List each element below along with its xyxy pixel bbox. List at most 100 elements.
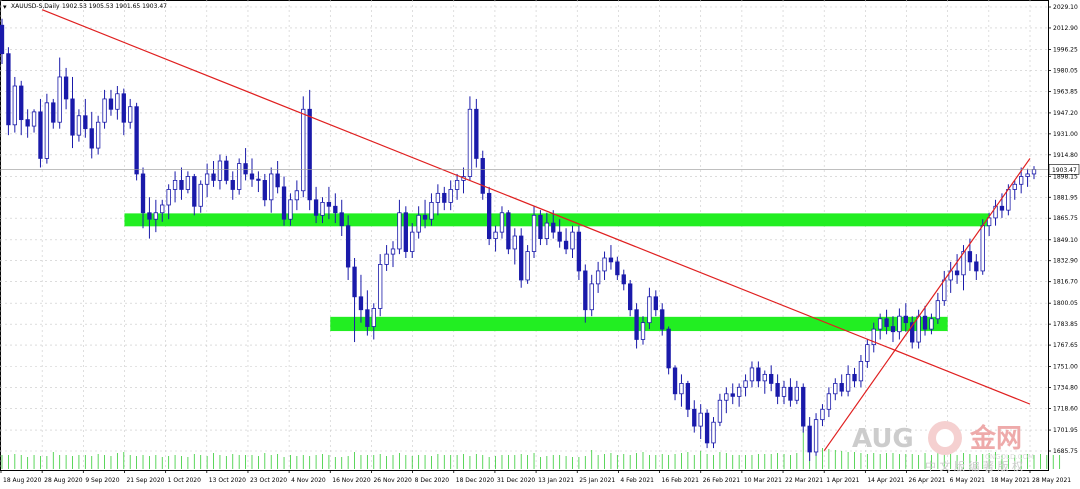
y-tick-label: 1701.95 [1053,427,1078,434]
watermark-text-left: AUG [852,424,914,454]
watermark: AUG 金网 CNGOLD.COM 中 文 版 编 著 版 权 [852,421,1034,473]
candle-body [538,214,543,240]
candle-body [237,163,242,190]
y-tick-label: 1849.10 [1053,237,1078,244]
candle-body [115,93,120,110]
candle-body [1012,183,1017,190]
y-tick-label: 1963.85 [1053,88,1078,95]
candle-body [6,53,11,126]
candle-body [961,251,966,276]
candle-body [621,274,626,285]
candle-body [794,386,799,401]
candle-body [204,173,210,185]
x-tick-label: 26 Nov 2020 [373,477,412,484]
x-tick-label: 18 Dec 2020 [456,477,495,484]
x-tick-label: 13 Jan 2021 [538,477,574,484]
candle-body [647,296,652,324]
candle-body [640,322,646,340]
candle-body [749,367,755,382]
candle-body [429,201,434,220]
watermark-brand: 金网 [969,423,1022,454]
candle-body [544,222,550,240]
candle-body [801,386,806,427]
candle-body [634,309,639,340]
watermark-logo-inner [936,429,954,447]
x-tick-label: 1 Oct 2020 [168,477,201,484]
candle-body [897,315,902,333]
candle-body [519,235,524,281]
x-tick-label: 22 Mar 2021 [785,477,823,484]
candle-body [980,225,985,272]
candle-body [70,98,75,136]
candle-body [910,322,915,343]
y-tick-label: 1947.20 [1053,110,1078,117]
x-tick-label: 25 Jan 2021 [579,477,615,484]
candle-body [660,309,665,330]
candle-body [506,212,511,250]
x-tick-label: 18 May 2021 [991,477,1030,484]
candle-body [12,85,17,126]
candle-body [666,328,671,369]
candle-body [108,98,114,110]
candle-body [102,98,107,123]
candle-body [435,192,441,203]
x-tick-label: 28 May 2021 [1032,477,1071,484]
watermark-sub: CNGOLD.COM [985,453,1034,461]
x-tick-label: 10 Mar 2021 [744,477,782,484]
candle-body [454,180,460,190]
candle-body [51,102,56,123]
candle-body [269,173,274,201]
candle-body [595,270,601,285]
x-tick-label: 1 Apr 2021 [826,477,859,484]
candle-body [128,106,133,123]
candle-body [378,264,383,309]
candle-body [365,309,370,327]
x-tick-label: 14 Apr 2021 [867,477,904,484]
candle-body [147,212,152,220]
candle-body [724,393,729,401]
candle-body [999,205,1005,211]
candle-body [531,214,537,252]
candle-body [717,399,723,423]
candle-body [474,108,479,159]
candlesticks [0,18,1037,462]
candle-body [942,279,947,302]
current-price-label: 1903.47 [1052,167,1077,174]
candle-body [25,119,30,127]
support-zone [330,316,948,332]
x-tick-label: 8 Dec 2020 [415,477,450,484]
x-tick-label: 16 Feb 2021 [662,477,700,484]
y-tick-label: 1800.05 [1053,300,1078,307]
y-tick-label: 1881.95 [1053,194,1078,201]
candle-body [525,251,530,281]
candle-body [922,315,928,330]
plot-frame [0,0,1049,471]
candle-body [31,111,37,127]
x-tick-label: 9 Sep 2020 [85,477,119,484]
candle-body [653,296,658,311]
candle-body [858,361,864,382]
candle-body [807,425,812,453]
candle-body [140,173,146,214]
y-tick-label: 1734.80 [1053,385,1078,392]
trendline-uptrend [823,158,1031,452]
x-tick-label: 31 Dec 2020 [497,477,536,484]
y-tick-label: 1718.60 [1053,406,1078,413]
candle-body [352,266,357,298]
dropdown-arrow-icon[interactable]: ▾ [3,3,7,11]
y-axis: 2029.10 2012.90 1996.25 1980.05 1963.85 1947.… [1048,4,1078,455]
candle-body [390,248,396,255]
y-tick-label: 1996.25 [1053,46,1078,53]
candle-body [692,408,697,427]
candle-body [736,386,742,397]
candle-body [326,201,332,207]
y-tick-label: 1832.90 [1053,258,1078,265]
chart-ohlc: 1902.53 1905.53 1901.65 1903.47 [62,3,167,10]
candle-body [121,93,126,123]
y-tick-label: 1767.65 [1053,342,1078,349]
candle-body [993,205,998,219]
candle-body [57,76,62,123]
x-tick-label: 16 Nov 2020 [332,477,371,484]
